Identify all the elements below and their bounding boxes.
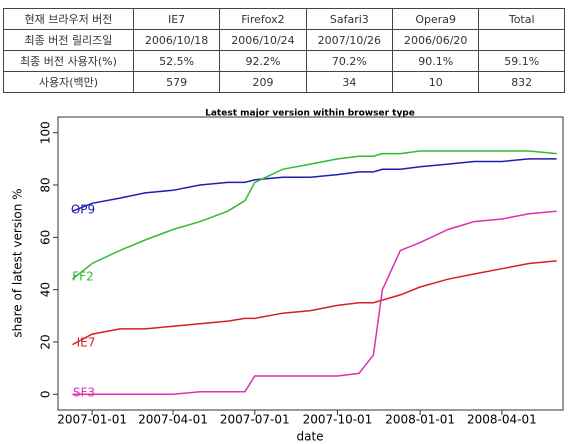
- table-cell: 최종 버전 사용자(%): [3, 50, 134, 72]
- table-cell: 832: [478, 71, 565, 93]
- y-tick-label: 80: [39, 177, 53, 192]
- series-label: FF2: [72, 270, 93, 284]
- table-cell: 92.2%: [219, 50, 307, 72]
- table-cell: 2006/10/24: [219, 29, 307, 51]
- table-cell: Firefox2: [219, 8, 307, 30]
- table-cell: 579: [132, 71, 221, 93]
- x-tick-label: 2007-10-01: [303, 413, 373, 427]
- series-label: OP9: [71, 203, 95, 217]
- table-cell: 59.1%: [478, 50, 565, 72]
- y-tick-label: 40: [39, 282, 53, 297]
- series-line: [72, 260, 557, 346]
- plot-frame: [57, 116, 564, 411]
- table-row: 사용자(백만) 579 209 34 10 832: [3, 71, 565, 93]
- table-cell: 2006/10/18: [132, 29, 221, 51]
- y-tick-label: 100: [39, 121, 53, 144]
- x-tick-label: 2007-01-01: [57, 413, 127, 427]
- table-row: 최종 버전 사용자(%) 52.5% 92.2% 70.2% 90.1% 59.1%: [3, 50, 565, 72]
- y-tick-label: 0: [39, 390, 53, 398]
- table-cell: 70.2%: [305, 50, 394, 72]
- table-cell: 2006/06/20: [392, 29, 480, 51]
- chart: Latest major version within browser type…: [11, 109, 564, 444]
- table-cell: Opera9: [392, 8, 480, 30]
- chart-title: Latest major version within browser type: [205, 109, 415, 119]
- table-cell: 최종 버전 릴리즈일: [3, 29, 134, 51]
- table-cell: 현재 브라우저 버전: [3, 8, 134, 30]
- table-cell: 2007/10/26: [305, 29, 394, 51]
- table-cell: 사용자(백만): [3, 71, 134, 93]
- series-line: [71, 150, 557, 280]
- table-cell: [478, 29, 565, 51]
- table-cell: 34: [305, 71, 394, 93]
- series-label: SF3: [73, 386, 95, 400]
- table-row: 최종 버전 릴리즈일 2006/10/18 2006/10/24 2007/10/26…: [3, 29, 565, 51]
- x-axis-label: date: [296, 430, 323, 444]
- y-axis-label: share of latest version %: [11, 188, 25, 337]
- series-line: [72, 158, 557, 212]
- x-tick-label: 2007-07-01: [220, 413, 290, 427]
- y-tick-label: 20: [39, 334, 53, 349]
- x-tick-label: 2008-01-01: [385, 413, 455, 427]
- x-tick-label: 2007-04-01: [138, 413, 208, 427]
- table-cell: 52.5%: [132, 50, 221, 72]
- table-row: 현재 브라우저 버전 IE7 Firefox2 Safari3 Opera9 Total: [3, 8, 565, 30]
- table-cell: 90.1%: [392, 50, 480, 72]
- table-cell: Total: [478, 8, 565, 30]
- table-cell: 10: [392, 71, 480, 93]
- table-cell: Safari3: [305, 8, 394, 30]
- table-cell: IE7: [132, 8, 221, 30]
- series-label: IE7: [77, 336, 96, 350]
- browser-table: 현재 브라우저 버전 IE7 Firefox2 Safari3 Opera9 Total 최…: [3, 8, 565, 93]
- y-tick-label: 60: [39, 230, 53, 245]
- series-line: [72, 210, 557, 396]
- x-tick-label: 2008-04-01: [467, 413, 537, 427]
- table-cell: 209: [219, 71, 307, 93]
